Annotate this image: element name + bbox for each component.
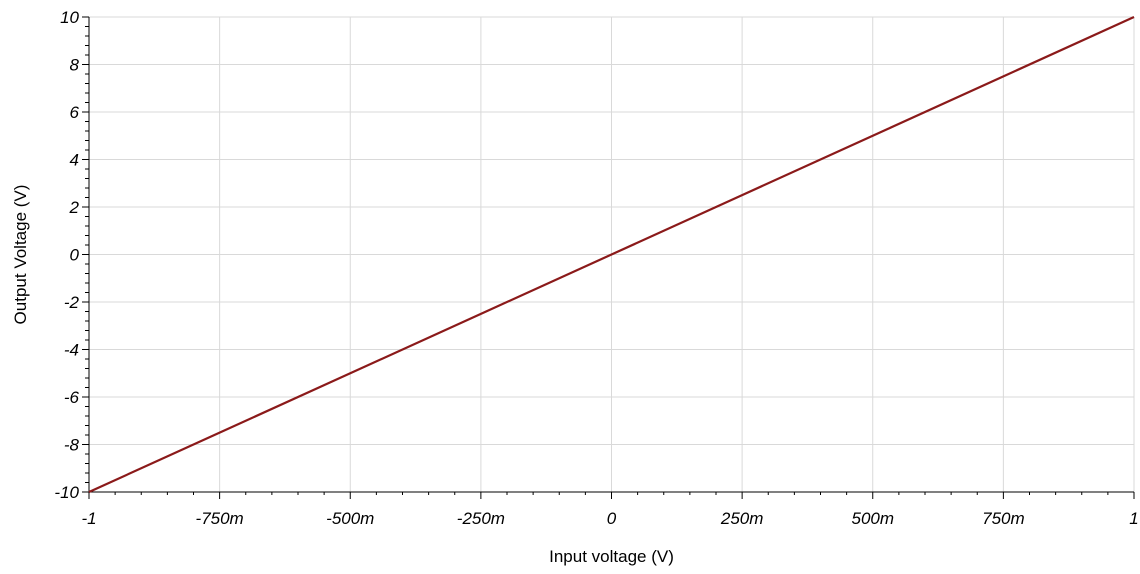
x-tick-label: -500m [326,509,374,528]
x-tick-labels: -1 -750m -500m -250m 0 250m 500m 750m 1 [81,509,1138,528]
series-line [88,15,1135,494]
x-tick-label: 250m [720,509,764,528]
x-axis-title: Input voltage (V) [549,547,674,566]
y-axis-title: Output Voltage (V) [11,185,30,325]
series [88,15,1135,494]
grid [88,16,1135,493]
x-tick-label: -750m [196,509,244,528]
y-tick-label: 2 [69,198,80,217]
x-tick-label: -250m [457,509,505,528]
x-tick-label: 750m [982,509,1025,528]
y-tick-label: -4 [64,341,79,360]
y-tick-label: -2 [64,293,80,312]
y-tick-label: 8 [70,56,80,75]
y-tick-label: 6 [70,103,80,122]
x-tick-label: 1 [1129,509,1138,528]
y-tick-label: 4 [70,151,79,170]
y-tick-label: -10 [54,483,79,502]
minor-ticks [82,16,1135,499]
y-tick-label: -6 [64,388,80,407]
y-tick-label: 0 [70,246,80,265]
y-tick-label: 10 [60,8,79,27]
x-tick-label: -1 [81,509,96,528]
x-tick-label: 500m [851,509,894,528]
y-tick-labels: -10 -8 -6 -4 -2 0 2 4 6 8 10 [54,8,79,502]
x-tick-label: 0 [607,509,617,528]
axes [82,16,1135,499]
y-tick-label: -8 [64,436,80,455]
